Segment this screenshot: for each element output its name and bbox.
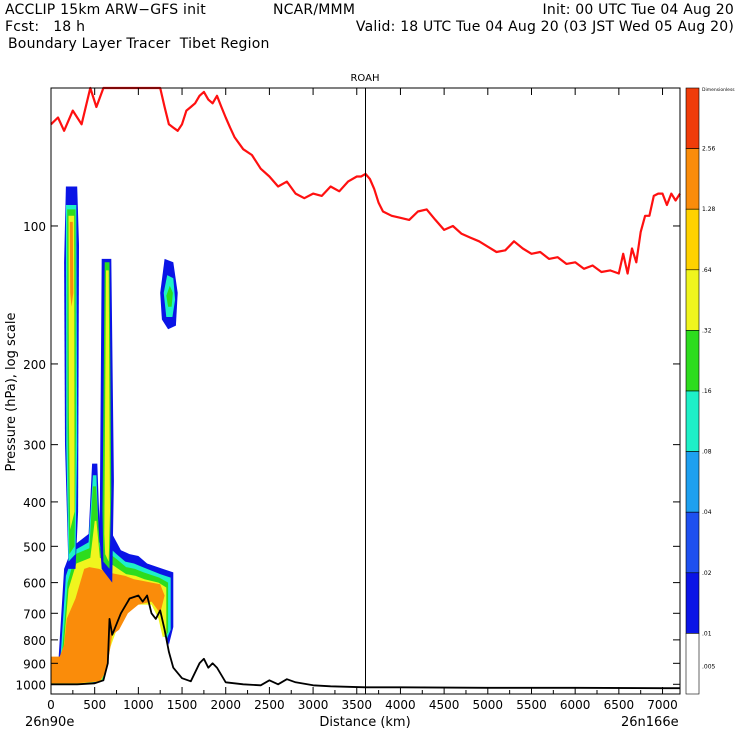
x-tick-label: 3000	[298, 698, 329, 712]
header-model-title: ACCLIP 15km ARW−GFS init	[5, 2, 206, 18]
colorbar-label: 1.28	[702, 206, 716, 213]
colorbar-label: .16	[702, 388, 712, 395]
x-start-label: 26n90e	[25, 715, 74, 730]
tracer-blob-green	[166, 285, 173, 307]
header-organization: NCAR/MMM	[273, 2, 356, 18]
colorbar-label: .04	[702, 509, 712, 516]
y-tick-label: 500	[23, 540, 46, 554]
x-tick-label: 2000	[210, 698, 241, 712]
x-tick-label: 0	[47, 698, 55, 712]
colorbar-label: .01	[702, 630, 712, 637]
x-tick-label: 500	[83, 698, 106, 712]
x-tick-label: 4500	[429, 698, 460, 712]
header-init-time: Init: 00 UTC Tue 04 Aug 20	[542, 2, 734, 18]
header-valid-time: Valid: 18 UTC Tue 04 Aug 20 (03 JST Wed …	[355, 19, 734, 35]
x-tick-label: 4000	[385, 698, 416, 712]
tracer-contour-fills	[51, 186, 178, 685]
chart-title: ROAH	[350, 73, 379, 84]
colorbar-swatch	[685, 269, 700, 331]
colorbar-label: .32	[702, 327, 712, 334]
x-tick-label: 1500	[167, 698, 198, 712]
x-tick-label: 6500	[604, 698, 635, 712]
y-tick-label: 700	[23, 607, 46, 621]
y-tick-label: 200	[23, 358, 46, 372]
colorbar-swatch	[685, 511, 700, 574]
colorbar: Dimensionless 2.56 1.28 .64 .32 .16 .08 .04 .02.…	[685, 87, 735, 695]
y-tick-label: 600	[23, 577, 46, 591]
y-tick-label: 300	[23, 439, 46, 453]
x-tick-label: 3500	[341, 698, 372, 712]
colorbar-swatch	[685, 330, 700, 392]
colorbar-label: 2.56	[702, 146, 716, 153]
x-tick-label: 2500	[254, 698, 285, 712]
colorbar-label: Dimensionless	[702, 87, 735, 93]
y-tick-label: 1000	[15, 678, 46, 692]
y-axis-label: Pressure (hPa), log scale	[4, 313, 19, 472]
colorbar-label: .08	[702, 449, 712, 456]
tracer-column2-yellow	[104, 270, 110, 562]
x-axis-label: Distance (km)	[319, 715, 410, 730]
colorbar-swatch	[685, 148, 700, 210]
header-field-name: Boundary Layer Tracer Tibet Region	[8, 36, 270, 52]
x-tick-label: 6000	[560, 698, 591, 712]
x-end-label: 26n166e	[621, 715, 679, 730]
header-forecast-hour: Fcst: 18 h	[5, 19, 86, 35]
colorbar-swatch	[685, 87, 700, 149]
colorbar-swatch	[685, 633, 700, 695]
colorbar-label: .64	[702, 267, 712, 274]
plot-frame	[50, 87, 681, 695]
tracer-column-orange	[69, 221, 74, 307]
x-tick-label: 7000	[647, 698, 678, 712]
y-tick-label: 100	[23, 220, 46, 234]
y-tick-label: 400	[23, 496, 46, 510]
y-tick-label: 800	[23, 634, 46, 648]
colorbar-label: .02	[702, 570, 712, 577]
colorbar-swatch	[685, 451, 700, 513]
x-tick-label: 1000	[123, 698, 154, 712]
colorbar-swatch	[685, 208, 700, 271]
y-tick-label: 900	[23, 657, 46, 671]
colorbar-swatch	[685, 390, 700, 452]
terrain-line	[51, 594, 680, 690]
colorbar-swatch	[685, 572, 700, 634]
x-tick-label: 5000	[473, 698, 504, 712]
x-tick-label: 5500	[516, 698, 547, 712]
colorbar-label: .005	[702, 664, 716, 671]
